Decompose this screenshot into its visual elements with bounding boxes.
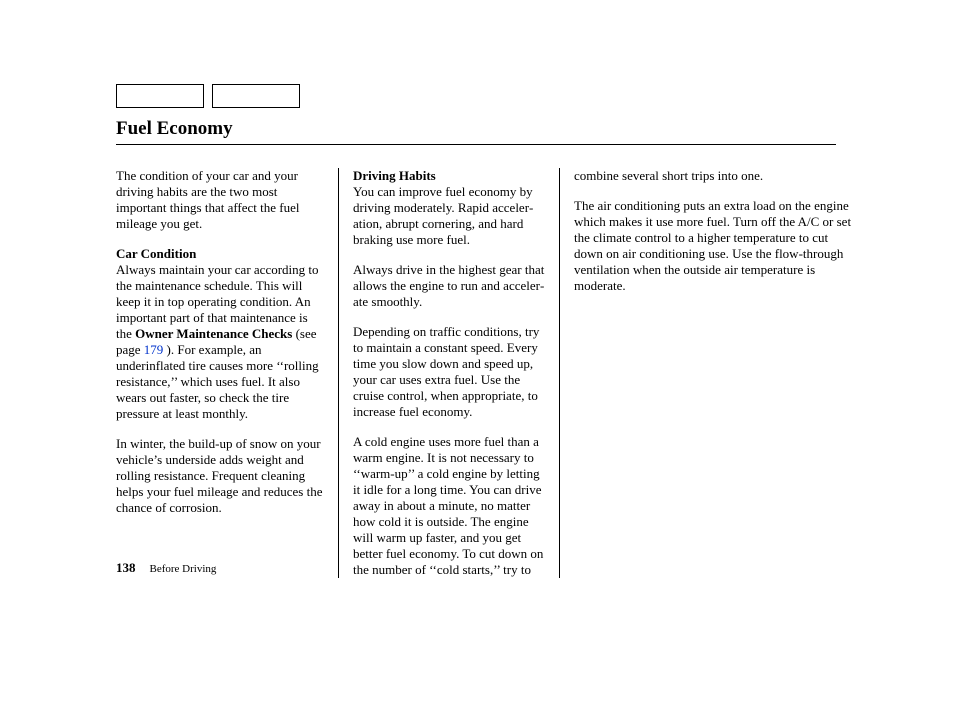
tab-box-1: [116, 84, 204, 108]
title-rule: [116, 144, 836, 145]
car-condition-subhead: Car Condition: [116, 246, 196, 261]
page-number: 138: [116, 560, 136, 575]
footer-section: Before Driving: [150, 563, 217, 575]
driving-habits-p3: Depending on traffic conditions, try to …: [353, 324, 545, 420]
column-3: combine several short trips into one. Th…: [560, 168, 852, 578]
top-tabs: [116, 84, 300, 108]
owner-maintenance-checks-bold: Owner Maintenance Checks: [135, 326, 292, 341]
page-179-link[interactable]: 179: [144, 342, 164, 357]
driving-habits-subhead: Driving Habits: [353, 168, 436, 183]
driving-habits-p2: Always drive in the highest gear that al…: [353, 262, 545, 310]
driving-habits-text-1: You can improve fuel economy by driving …: [353, 184, 533, 247]
page-footer: 138 Before Driving: [116, 559, 216, 577]
body-columns: The condition of your car and your drivi…: [116, 168, 852, 578]
tab-box-2: [212, 84, 300, 108]
page-title: Fuel Economy: [116, 118, 233, 140]
col3-p1: combine several short trips into one.: [574, 168, 852, 184]
col3-p2: The air conditioning puts an extra load …: [574, 198, 852, 294]
page: Fuel Economy The condition of your car a…: [0, 0, 954, 710]
winter-paragraph: In winter, the build-up of snow on your …: [116, 436, 324, 516]
driving-habits-p4: A cold engine uses more fuel than a warm…: [353, 434, 545, 578]
intro-paragraph: The condition of your car and your drivi…: [116, 168, 324, 232]
car-condition-paragraph: Car Condition Always maintain your car a…: [116, 246, 324, 422]
column-2: Driving Habits You can improve fuel econ…: [338, 168, 560, 578]
driving-habits-p1: Driving Habits You can improve fuel econ…: [353, 168, 545, 248]
column-1: The condition of your car and your drivi…: [116, 168, 338, 578]
